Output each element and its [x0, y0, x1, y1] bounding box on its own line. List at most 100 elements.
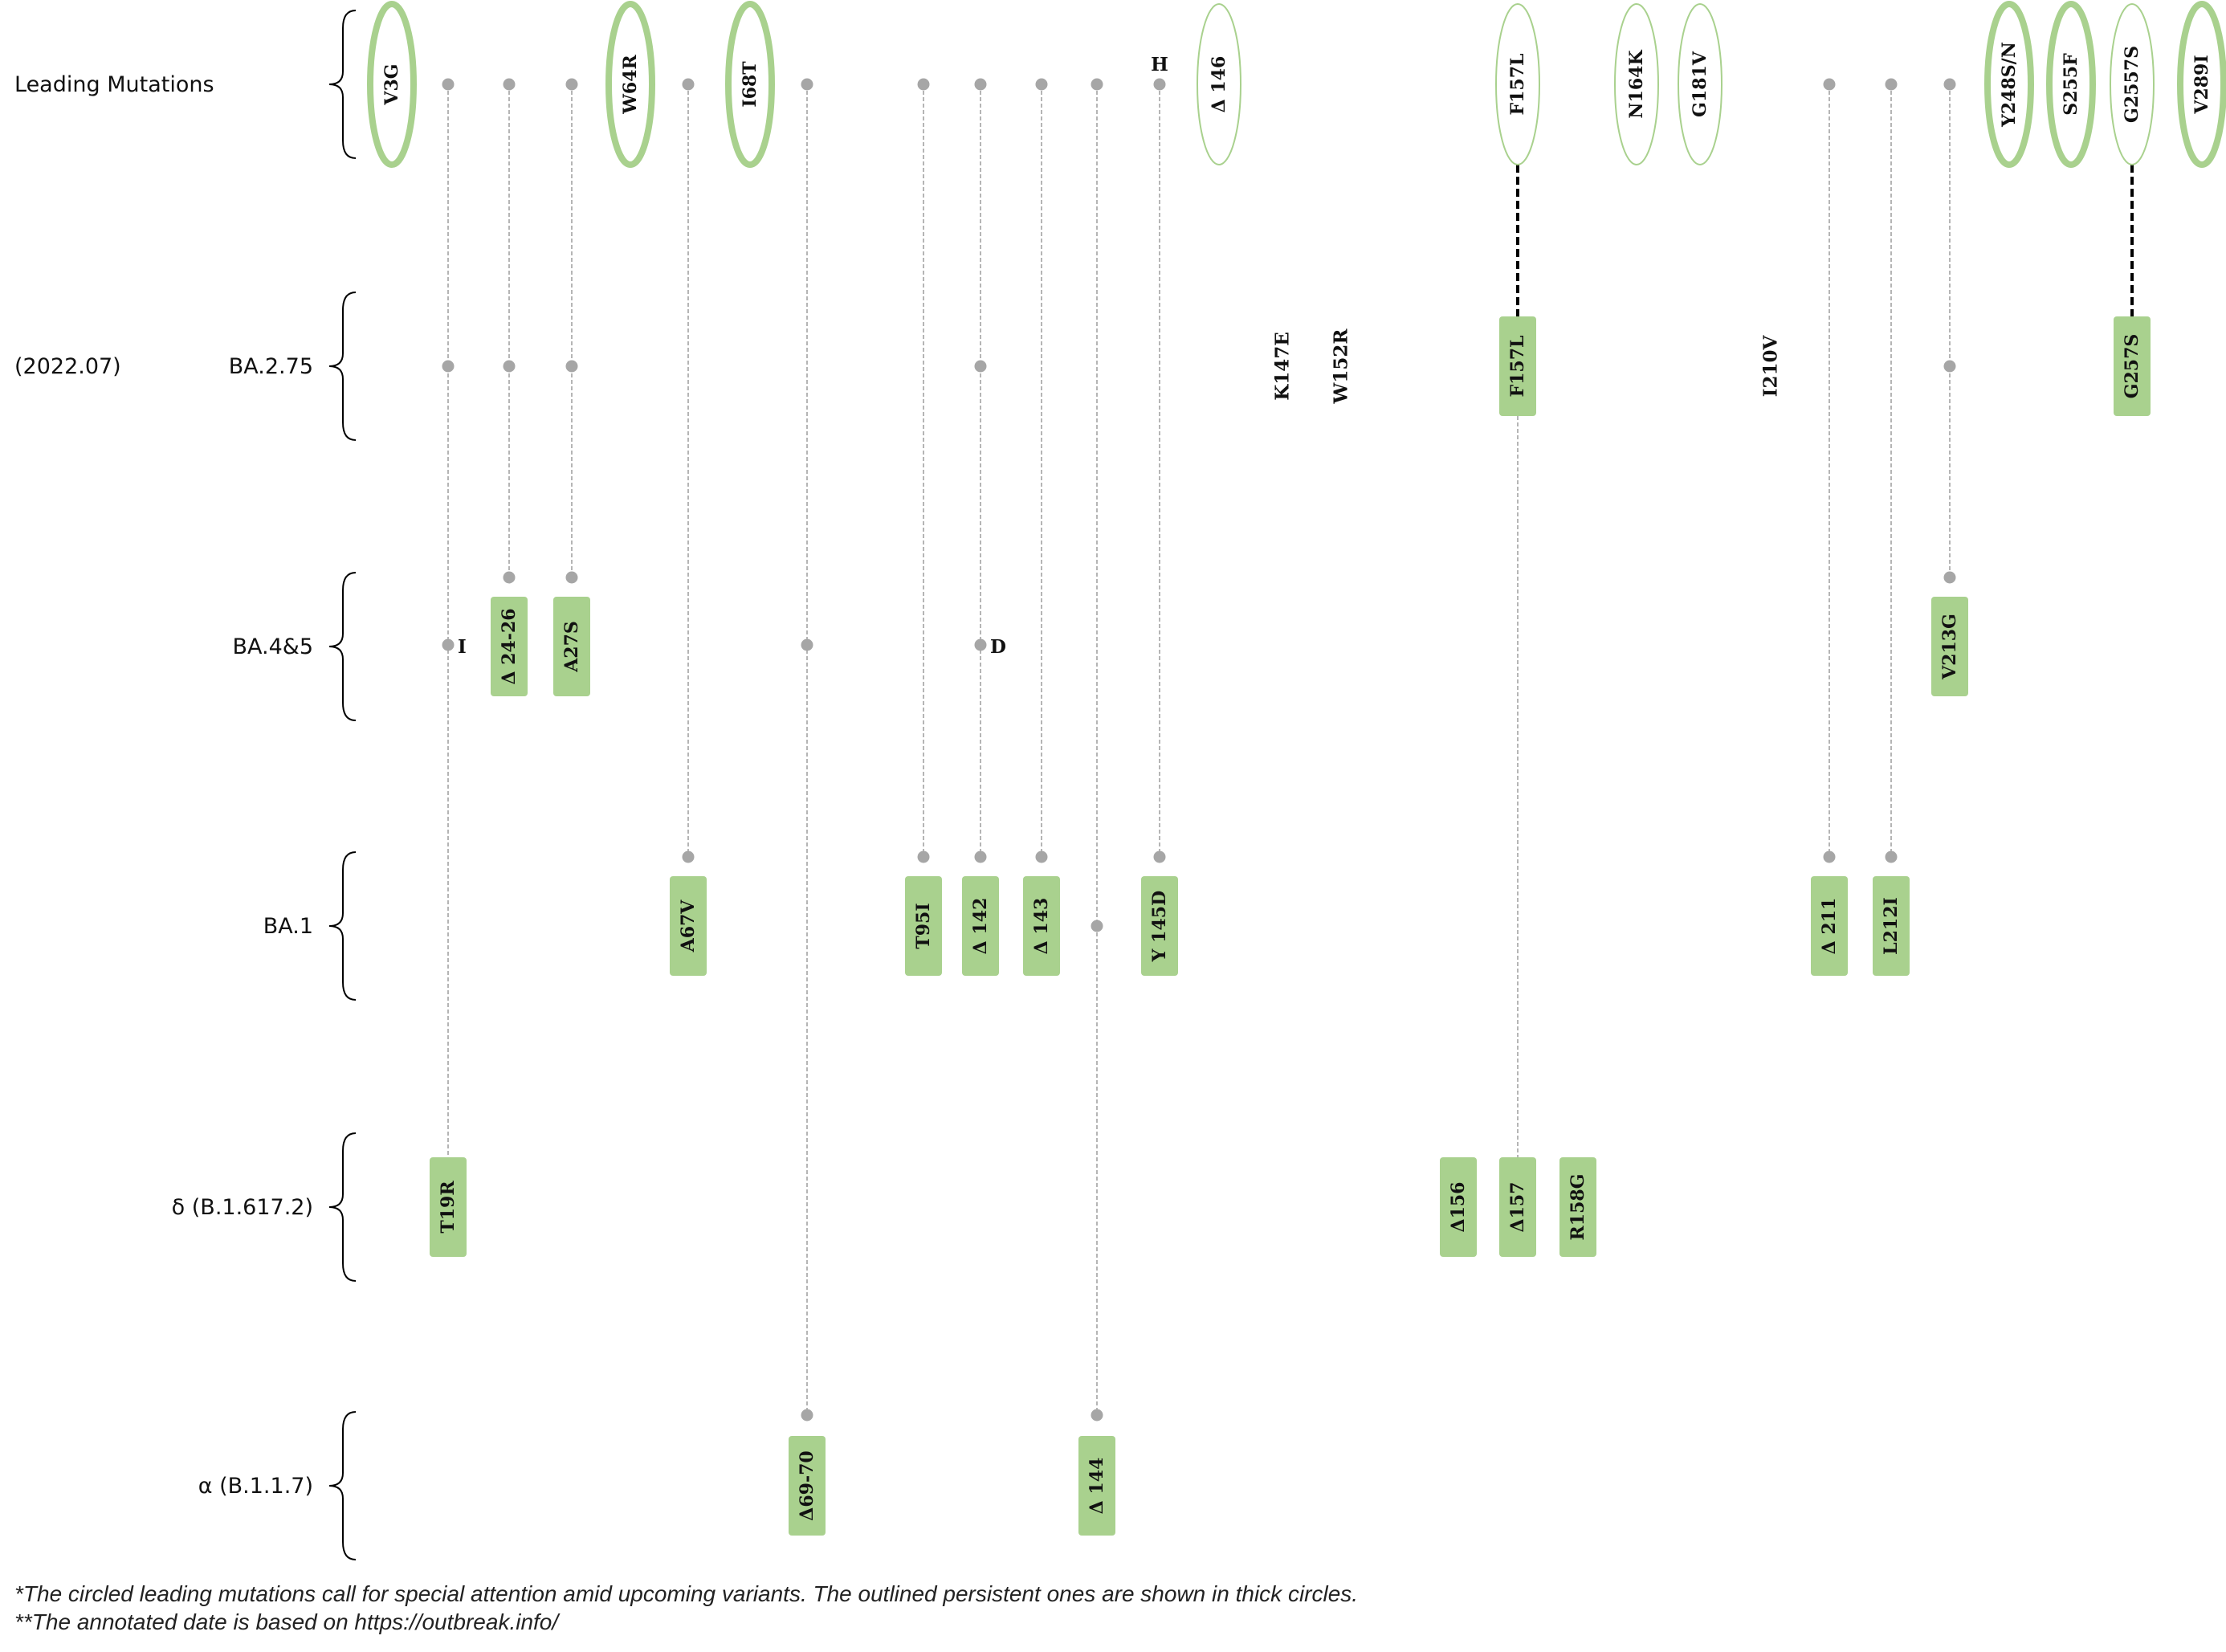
row-label-delta: δ (B.1.617.2)	[172, 1195, 313, 1220]
mutation-box-ba1-d211	[1811, 876, 1848, 976]
annotation-ba275-k147e: K147E	[1272, 332, 1294, 401]
mutation-box-label-ba1-d211: Δ 211	[1819, 898, 1840, 955]
shared-mutation-dots	[442, 78, 1956, 1422]
leading-oval-label-i68t: I68T	[740, 61, 760, 108]
leading-oval-v3g	[367, 1, 417, 168]
dot-leading-a27s	[565, 78, 578, 91]
mutation-box-ba45-a27s	[553, 597, 590, 696]
bracket-ba45	[328, 572, 357, 721]
row-date-ba275: (2022.07)	[14, 354, 121, 379]
arrival-dot-a67v-ba1	[682, 850, 695, 863]
row-brackets	[328, 10, 357, 1560]
connector-lines	[447, 84, 2134, 1415]
dot-leading-a67v	[682, 78, 695, 91]
mutation-box-label-ba1-d142: Δ 142	[970, 898, 991, 955]
mutation-box-label-alpha-d144: Δ 144	[1086, 1458, 1107, 1515]
mutation-box-label-ba45-d24: Δ 24-26	[499, 608, 520, 684]
arrival-dot-d6970-alpha	[801, 1409, 813, 1422]
dot-ba45-d142	[974, 638, 987, 651]
footnote-date-source: **The annotated date is based on https:/…	[14, 1609, 559, 1634]
mutation-box-label-ba275-f157l: F157L	[1507, 335, 1528, 397]
leading-oval-label-w64r: W64R	[620, 54, 641, 114]
row-label-ba1: BA.1	[263, 914, 313, 939]
mutation-box-label-alpha-d6970: Δ69-70	[797, 1450, 817, 1520]
row-label-alpha: α (B.1.1.7)	[198, 1474, 313, 1499]
arrival-dot-y145d-ba1	[1153, 850, 1166, 863]
variant-mutation-boxes: Δ 24-26 A27S V213G F157L G257S A67V T95I Δ 142 Δ…	[430, 316, 2151, 1536]
arrival-dot-t95i-ba1	[917, 850, 930, 863]
dot-leading-t95i	[917, 78, 930, 91]
leading-oval-v289i	[2177, 1, 2226, 168]
leading-oval-label-d146: Δ 146	[1209, 56, 1229, 113]
annotation-leading-y145d: H	[1151, 54, 1168, 75]
leading-oval-label-g181v: G181V	[1690, 51, 1710, 117]
mutation-box-ba275-g257s	[2114, 316, 2151, 416]
leading-oval-n164k	[1614, 3, 1659, 165]
arrival-dot-l212i-ba1	[1885, 850, 1898, 863]
mutation-box-label-ba1-d143: Δ 143	[1031, 898, 1052, 955]
annotation-ba275-i210v: I210V	[1760, 335, 1782, 398]
mutation-box-alpha-d6970	[789, 1436, 826, 1536]
mutation-box-label-delta-d156: Δ156	[1448, 1182, 1469, 1233]
bracket-delta	[328, 1132, 357, 1282]
bracket-ba275	[328, 292, 357, 441]
mutation-annotations: I D H K147E W152R I210V	[458, 54, 1782, 658]
mutation-box-ba1-d143	[1023, 876, 1060, 976]
dot-leading-y145d	[1153, 78, 1166, 91]
dot-ba45-t19r	[442, 638, 455, 651]
leading-oval-label-y248sn: Y248S/N	[1999, 42, 2020, 128]
dot-leading-d211	[1823, 78, 1836, 91]
dot-ba275-a27s	[565, 360, 578, 373]
mutation-box-delta-t19r	[430, 1157, 467, 1257]
row-label-leading: Leading Mutations	[14, 72, 214, 97]
row-labels: Leading Mutations BA.2.75 (2022.07) BA.4&5 B…	[14, 72, 313, 1499]
mutation-box-label-ba1-y145d: Y 145D	[1149, 891, 1170, 962]
leading-oval-label-v3g: V3G	[381, 63, 402, 105]
leading-oval-y248sn	[1984, 1, 2034, 168]
mutation-box-label-delta-f157l: Δ157	[1507, 1182, 1528, 1233]
leading-oval-label-v289i: V289I	[2191, 55, 2212, 114]
dot-leading-t19r	[442, 78, 455, 91]
mutation-box-label-ba45-a27s: A27S	[561, 621, 582, 673]
dot-leading-d143	[1035, 78, 1048, 91]
mutation-box-ba1-l212i	[1873, 876, 1910, 976]
mutation-box-label-ba45-v213g: V213G	[1939, 614, 1960, 680]
arrival-dot-d144-alpha	[1091, 1409, 1103, 1422]
dot-ba275-d142	[974, 360, 987, 373]
leading-oval-s255f	[2046, 1, 2096, 168]
mutation-box-ba45-v213g	[1931, 597, 1968, 696]
leading-oval-label-g257s: G2557S	[2122, 46, 2142, 123]
leading-oval-f157l	[1495, 3, 1540, 165]
arrival-dot-d24-ba45	[503, 571, 516, 584]
dot-ba1-d144	[1091, 920, 1103, 932]
mutation-box-ba275-f157l	[1499, 316, 1536, 416]
mutation-box-ba1-t95i	[905, 876, 942, 976]
mutation-box-delta-f157l	[1499, 1157, 1536, 1257]
leading-oval-d146	[1197, 3, 1241, 165]
mutation-box-label-ba1-t95i: T95I	[913, 903, 934, 948]
dot-ba275-d24	[503, 360, 516, 373]
mutation-box-ba45-d24	[491, 597, 528, 696]
dot-leading-d144	[1091, 78, 1103, 91]
leading-oval-i68t	[725, 1, 775, 168]
arrival-dot-d142-ba1	[974, 850, 987, 863]
dot-leading-v213g	[1943, 78, 1956, 91]
mutation-box-label-ba1-a67v: A67V	[678, 899, 699, 953]
leading-oval-label-f157l: F157L	[1507, 53, 1528, 115]
row-label-ba45: BA.4&5	[232, 634, 313, 659]
leading-oval-g181v	[1678, 3, 1722, 165]
mutation-box-ba1-a67v	[670, 876, 707, 976]
mutation-box-label-delta-r158g: R158G	[1568, 1174, 1588, 1241]
bracket-alpha	[328, 1411, 357, 1560]
leading-oval-label-n164k: N164K	[1626, 50, 1647, 119]
arrival-dot-v213g-ba45	[1943, 571, 1956, 584]
dot-leading-l212i	[1885, 78, 1898, 91]
mutation-box-alpha-d144	[1078, 1436, 1115, 1536]
leading-oval-w64r	[605, 1, 655, 168]
mutation-box-ba1-d142	[962, 876, 999, 976]
mutation-box-delta-d156	[1440, 1157, 1477, 1257]
dot-leading-d142	[974, 78, 987, 91]
arrival-dot-d211-ba1	[1823, 850, 1836, 863]
footnote-circled: *The circled leading mutations call for …	[14, 1581, 1359, 1606]
bracket-ba1	[328, 851, 357, 1001]
